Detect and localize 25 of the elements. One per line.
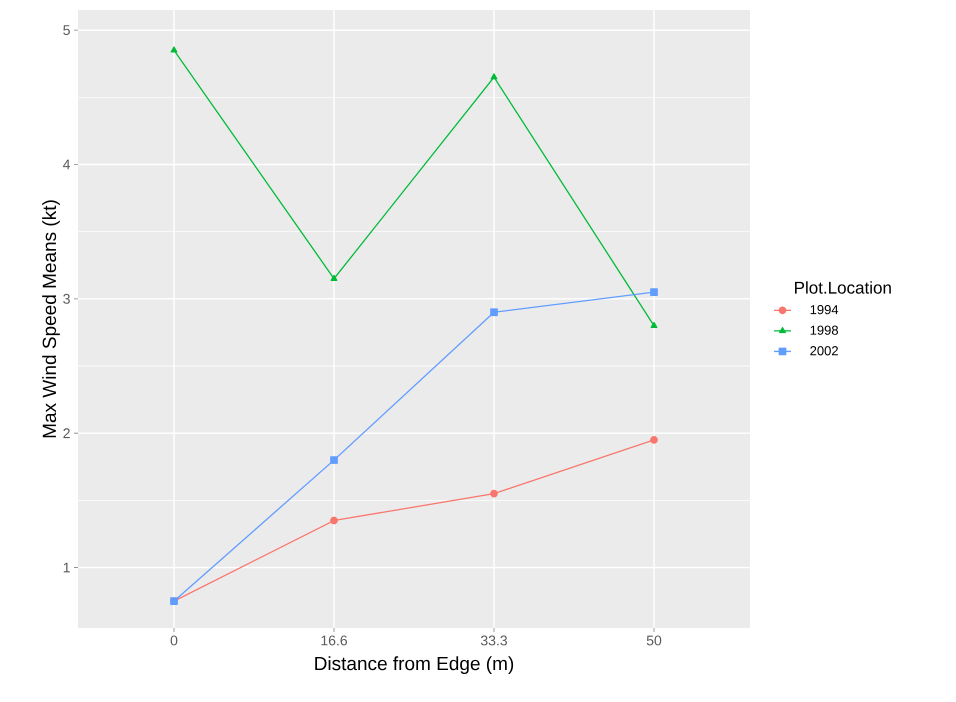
point bbox=[330, 516, 338, 524]
y-tick-label: 5 bbox=[63, 25, 70, 36]
x-tick-label: 33.3 bbox=[480, 636, 508, 646]
point bbox=[490, 73, 498, 80]
y-tick-label: 1 bbox=[64, 562, 70, 572]
point bbox=[650, 322, 658, 328]
legend-title: Plot.Location bbox=[795, 281, 891, 294]
legend-label: 1998 bbox=[810, 326, 838, 335]
legend-label: 2002 bbox=[810, 346, 838, 356]
point bbox=[330, 456, 338, 464]
x-tick-label: 0 bbox=[170, 636, 178, 646]
point bbox=[650, 436, 658, 444]
y-tick-label: 4 bbox=[63, 160, 70, 170]
point bbox=[170, 46, 178, 53]
x-tick-label: 16.6 bbox=[321, 636, 348, 646]
point bbox=[330, 274, 338, 281]
x-axis-title: Distance from Edge (m) bbox=[315, 656, 514, 674]
y-tick-label: 2 bbox=[63, 428, 70, 438]
y-tick-label: 3 bbox=[63, 294, 70, 304]
point bbox=[650, 288, 658, 296]
x-tick-label: 50 bbox=[646, 636, 662, 646]
y-axis-title: Max Wind Speed Means (kt) bbox=[42, 200, 60, 438]
point bbox=[490, 308, 498, 316]
point bbox=[490, 490, 498, 498]
legend-label: 1994 bbox=[810, 305, 838, 314]
